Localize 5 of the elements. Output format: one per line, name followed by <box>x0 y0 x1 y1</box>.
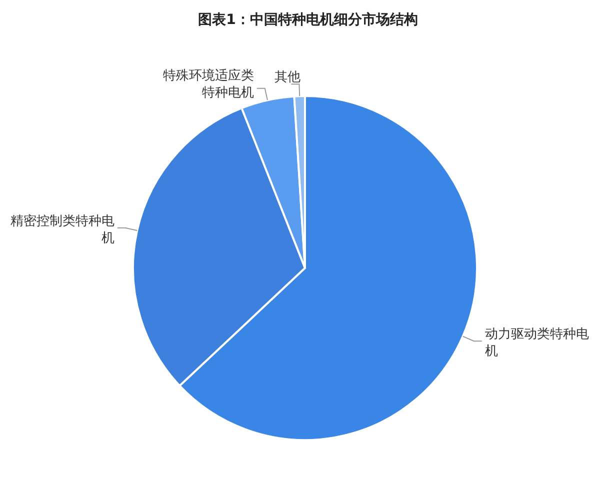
slice-label: 其他 <box>274 70 301 86</box>
slice-label: 精密控制类特种电机 <box>10 214 114 246</box>
slice-label: 动力驱动类特种电机 <box>484 327 589 360</box>
chart-title: 图表1：中国特种电机细分市场结构 <box>198 11 418 28</box>
slice-label: 特殊环境适应类特种电机 <box>162 67 254 100</box>
